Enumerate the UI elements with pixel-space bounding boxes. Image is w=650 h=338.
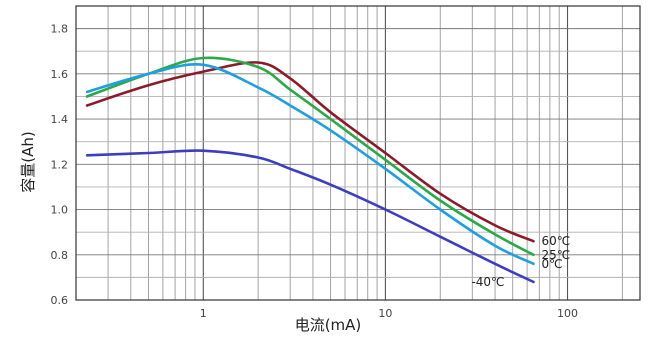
legend: 60℃25℃0℃ -40℃ [471,234,570,289]
series-label: 0℃ [541,257,562,271]
y-tick-label: 0.8 [51,249,69,262]
y-tick-label: 1.0 [51,204,69,217]
series-group [85,56,535,284]
series-label: 60℃ [541,234,570,248]
y-tick-label: 1.8 [51,23,69,36]
y-axis-label: 容量(Ah) [19,131,37,192]
series-line-2 [85,56,535,257]
series-line-1 [85,61,535,243]
series-line-4 [85,149,535,284]
x-tick-label: 1 [200,307,207,320]
y-tick-label: 1.4 [51,113,69,126]
series-label: -40℃ [471,275,504,289]
y-tick-label: 0.6 [51,294,69,307]
x-tick-label: 10 [378,307,392,320]
plot-frame [75,5,641,301]
y-tick-label: 1.6 [51,68,69,81]
tick-labels: 0.6 0.8 1.0 1.2 1.4 1.6 1.8 1 10 100 [51,23,579,320]
x-axis-label: 电流(mA) [295,316,362,334]
x-tick-label: 100 [557,307,578,320]
series-label: 25℃ [541,248,570,262]
series-line-3 [85,63,535,266]
y-tick-label: 1.2 [51,158,69,171]
